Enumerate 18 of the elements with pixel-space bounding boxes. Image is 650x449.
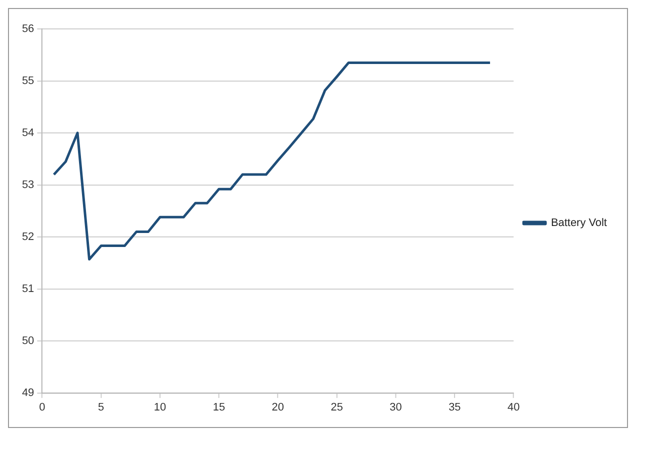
y-tick-label: 49	[22, 386, 34, 399]
x-tick-label: 35	[448, 402, 461, 414]
y-tick-label: 55	[22, 74, 34, 87]
x-tick-label: 5	[98, 402, 104, 414]
x-tick-label: 10	[154, 402, 166, 414]
y-tick-label: 50	[22, 334, 34, 347]
x-tick-label: 25	[330, 402, 343, 414]
x-tick-label: 20	[272, 402, 284, 414]
legend-label: Battery Volt	[550, 217, 607, 229]
x-tick-label: 40	[508, 402, 520, 414]
x-tick-label: 30	[390, 402, 402, 414]
y-tick-label: 56	[22, 22, 34, 35]
y-tick-label: 53	[22, 178, 34, 191]
x-tick-label: 0	[39, 402, 46, 414]
x-tick-label: 15	[212, 402, 226, 414]
y-tick-label: 52	[22, 230, 34, 243]
y-tick-label: 51	[22, 282, 34, 295]
y-tick-label: 54	[22, 126, 34, 139]
